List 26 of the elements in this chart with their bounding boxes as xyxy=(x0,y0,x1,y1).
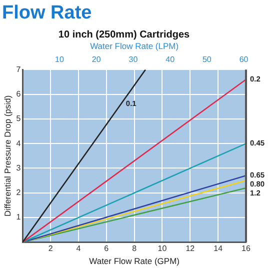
y-tick-label: 2 xyxy=(16,188,22,198)
y-tick-label: 5 xyxy=(16,114,22,124)
x-axis-title: Water Flow Rate (GPM) xyxy=(89,256,180,266)
x2-tick-label: 60 xyxy=(239,55,249,64)
x-tick-label: 8 xyxy=(132,244,138,254)
chart-title: Flow Rate xyxy=(2,2,92,24)
x-tick-label: 12 xyxy=(186,244,196,254)
chart-subtitle: 10 inch (250mm) Cartridges xyxy=(58,30,190,41)
x-tick-label: 2 xyxy=(48,244,54,254)
y-tick-label: 4 xyxy=(16,138,22,148)
x2-tick-label: 20 xyxy=(92,55,102,64)
y-tick-label: 1 xyxy=(16,212,22,222)
x2-tick-label: 10 xyxy=(55,55,64,64)
x2-axis-title: Water Flow Rate (LPM) xyxy=(90,41,179,52)
x2-tick-label: 30 xyxy=(128,55,138,64)
y-tick-label: 6 xyxy=(16,89,22,98)
y-tick-label: 7 xyxy=(16,64,22,74)
x-tick-label: 4 xyxy=(76,244,82,254)
y-tick-label: 3 xyxy=(16,163,22,172)
x-tick-label: 10 xyxy=(158,244,168,254)
x-tick-label: 14 xyxy=(214,244,224,254)
x-tick-label: 6 xyxy=(104,244,110,254)
x2-tick-label: 50 xyxy=(202,55,212,64)
y-axis-title: Differential Pressure Drop (psid) xyxy=(2,95,12,217)
x2-tick-label: 40 xyxy=(166,55,176,64)
x-tick-label: 16 xyxy=(242,244,251,254)
